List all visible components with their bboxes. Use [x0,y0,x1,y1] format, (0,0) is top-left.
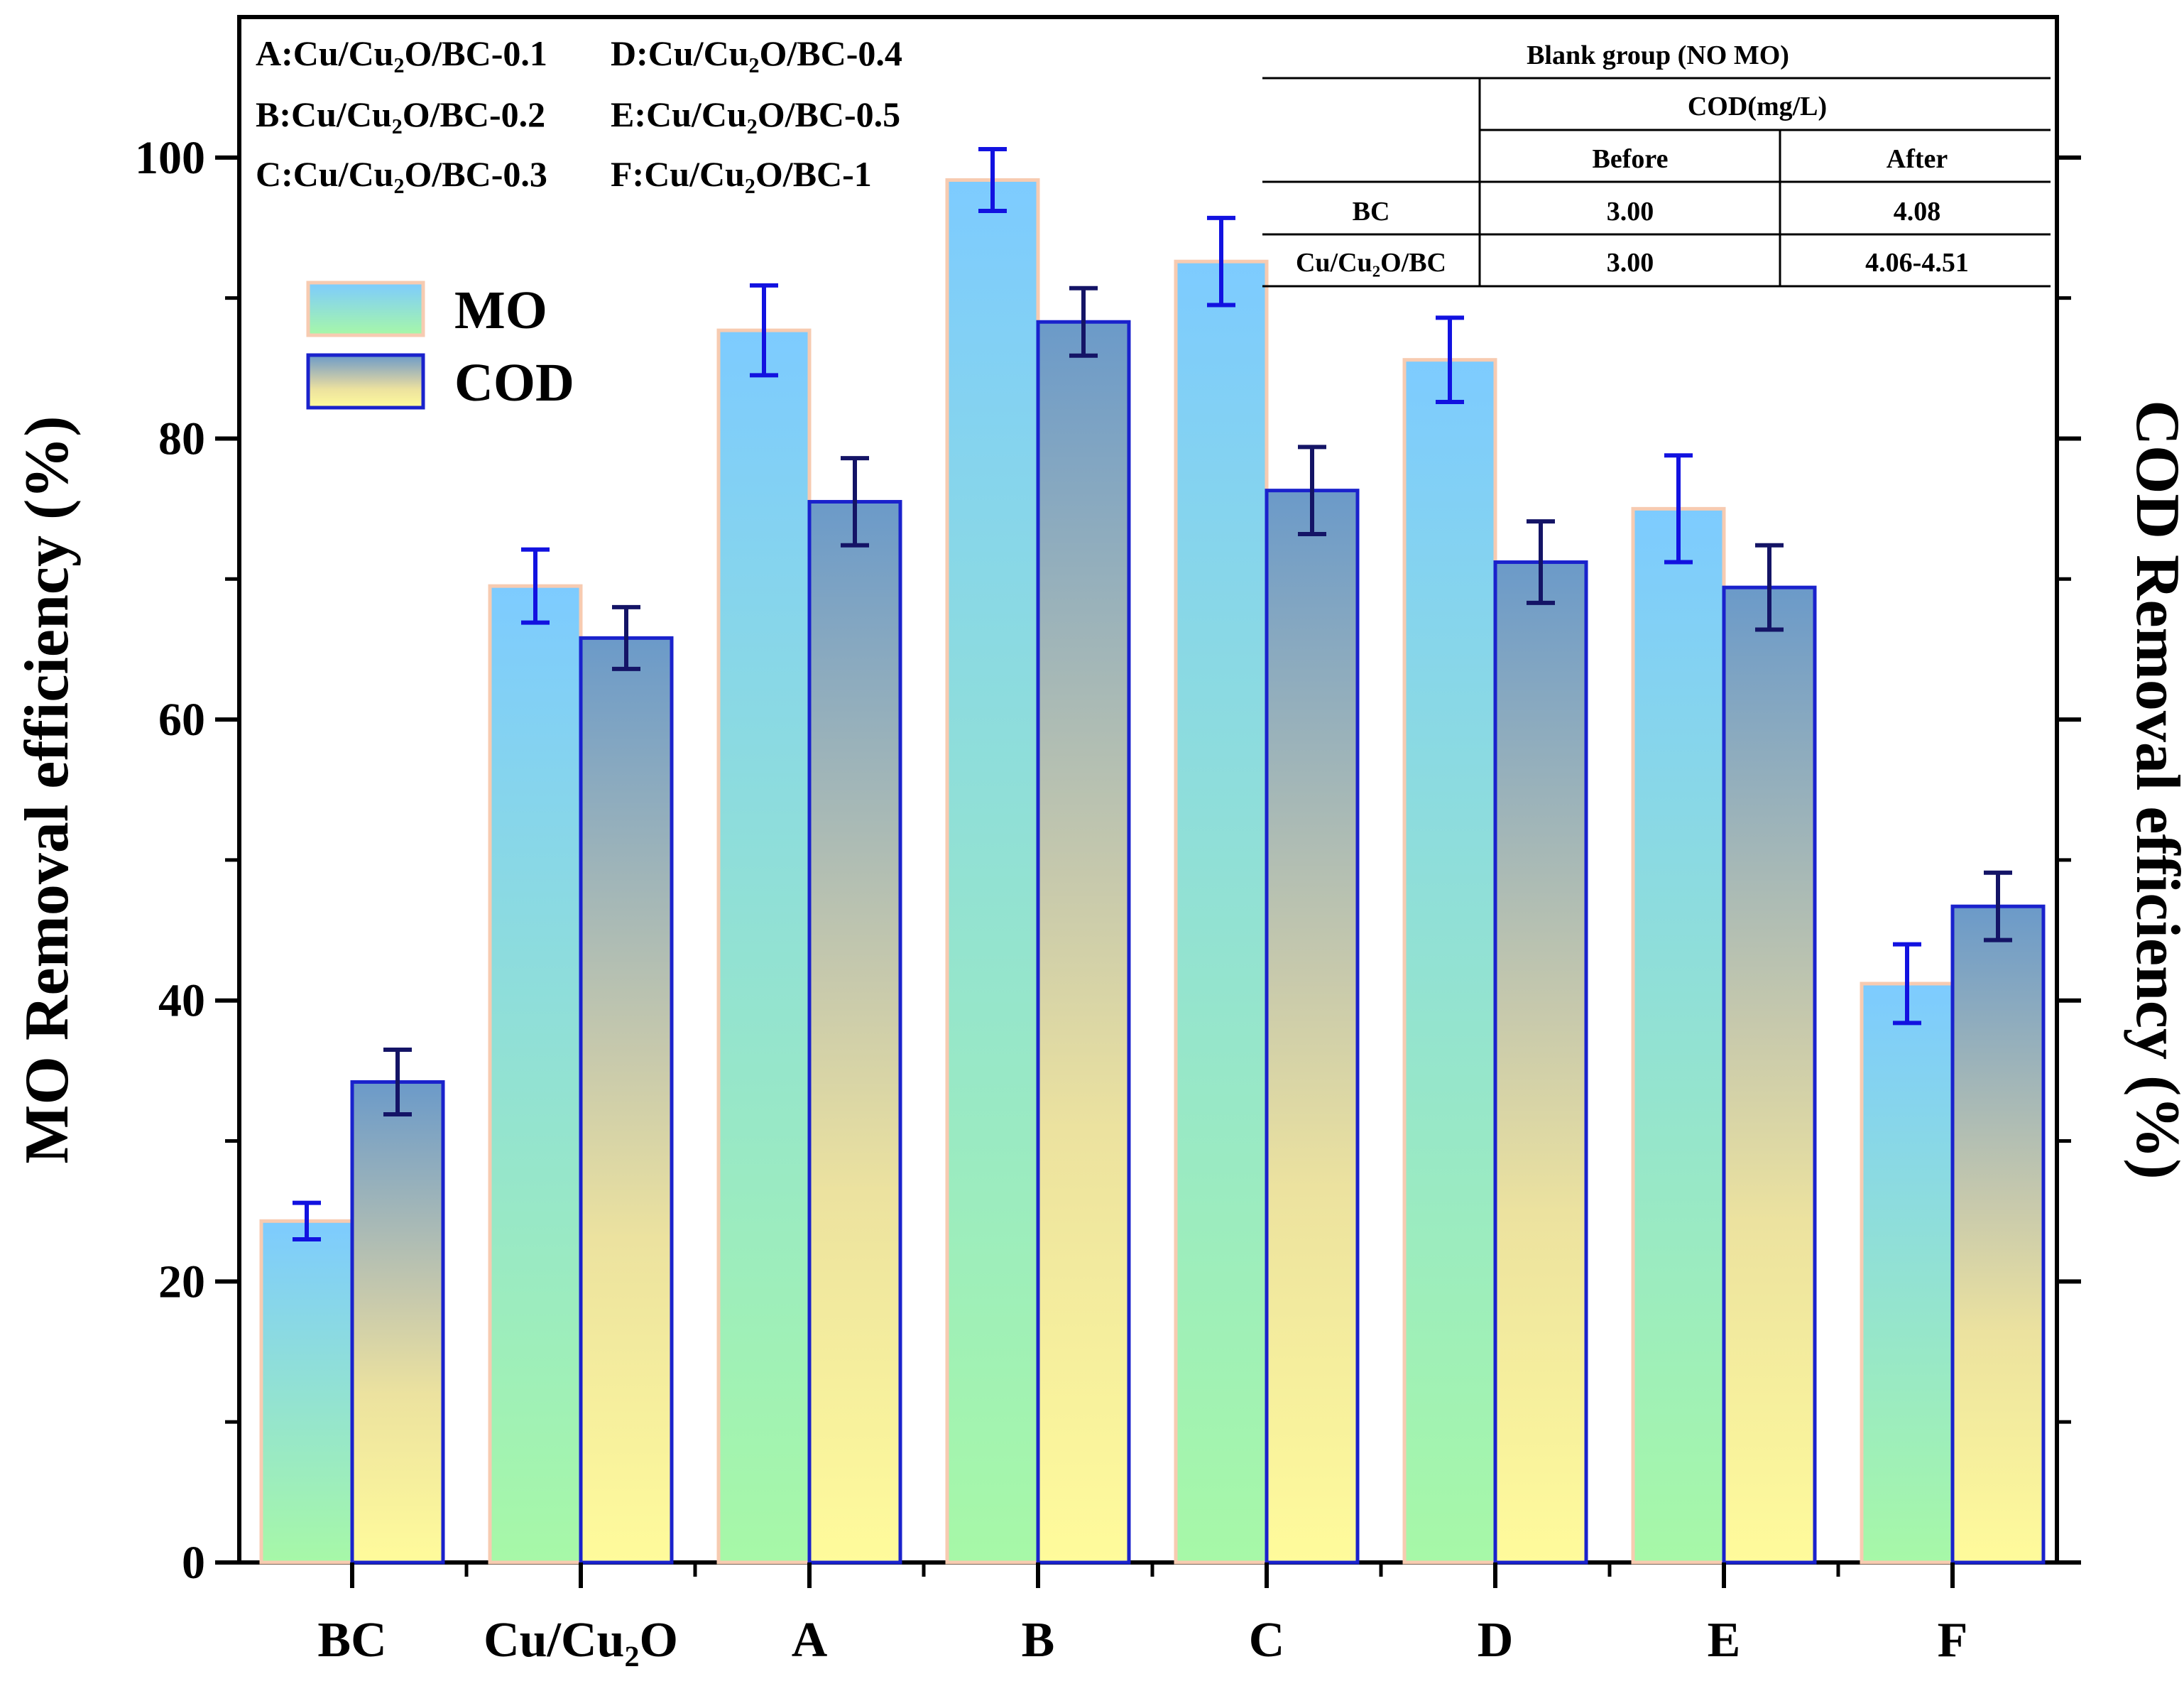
code-label-d: D:Cu/Cu₂O/BC-0.4 [611,33,902,73]
table-title: Blank group (NO MO) [1527,40,1789,70]
bar-mo [716,328,812,1565]
y-axis-title-right: COD Removal efficiency (%) [2123,400,2184,1179]
x-tick-label: A [792,1613,828,1668]
x-tick-label: D [1478,1613,1514,1668]
error-bar-cod [612,604,640,671]
bar-cod [579,636,674,1565]
error-bar-mo [1664,453,1693,565]
bar-mo [1631,506,1726,1565]
bar-mo [1402,358,1497,1565]
legend-label-cod: COD [454,353,574,413]
legend-swatch-cod [306,353,425,410]
bar-cod [807,499,902,1565]
table-group-header: COD(mg/L) [1688,92,1827,121]
table-col-after: After [1887,144,1948,174]
bar-cod [1722,585,1817,1565]
error-bar-mo [1207,215,1235,308]
bar-cod [350,1080,445,1565]
x-tick-label: Cu/Cu₂O [484,1613,678,1668]
plot-frame [237,15,2059,1565]
y-tick-label: 0 [182,1537,205,1589]
table-row-label: Cu/Cu₂O/BC [1296,248,1446,278]
error-bar-mo [1893,942,1921,1026]
legend-swatch-mo [306,281,425,337]
bar-mo [1174,259,1269,1565]
bar-mo [945,178,1040,1565]
sample-code-legend: A:Cu/Cu₂O/BC-0.1 B:Cu/Cu₂O/BC-0.2 C:Cu/C… [256,33,902,194]
error-bar-cod [1984,870,2012,942]
code-label-a: A:Cu/Cu₂O/BC-0.1 [256,33,547,73]
error-bar-mo [978,146,1007,213]
y-tick-label: 20 [158,1256,205,1308]
y-axis-title-left: MO Removal efficiency (%) [13,415,82,1163]
error-bar-cod [841,456,869,548]
code-label-b: B:Cu/Cu₂O/BC-0.2 [256,94,545,134]
bar-mo [488,584,583,1565]
bar-cod [1036,320,1131,1565]
inset-table: Blank group (NO MO) COD(mg/L) Before Aft… [1262,40,2051,288]
bar-mo [259,1219,354,1565]
y-tick-label: 60 [158,694,205,746]
code-label-e: E:Cu/Cu₂O/BC-0.5 [611,94,900,134]
table-cell: 4.08 [1894,197,1941,227]
series-legend: MO COD [306,281,574,413]
bar-cod [1265,489,1360,1565]
error-bar-mo [293,1200,321,1242]
error-bar-mo [750,283,778,378]
table-cell: 3.00 [1607,197,1654,227]
y-tick-label: 40 [158,975,205,1027]
y-tick-label: 80 [158,413,205,464]
x-tick-label: E [1708,1613,1741,1668]
x-tick-label: F [1938,1613,1968,1668]
table-row-label: BC [1353,197,1390,227]
bar-cod [1493,560,1588,1565]
error-bar-cod [383,1047,412,1116]
table-col-before: Before [1593,144,1669,174]
table-cell: 4.06-4.51 [1865,248,1969,278]
error-bar-cod [1527,519,1555,605]
legend-label-mo: MO [454,281,547,340]
bar-mo [1860,982,1955,1565]
error-bar-cod [1755,543,1784,632]
error-bar-cod [1069,286,1098,358]
table-cell: 3.00 [1607,248,1654,278]
x-tick-label: BC [317,1613,386,1668]
code-label-c: C:Cu/Cu₂O/BC-0.3 [256,154,547,194]
error-bar-mo [521,547,550,625]
code-label-f: F:Cu/Cu₂O/BC-1 [611,154,872,194]
bar-cod [1950,904,2046,1565]
y-tick-label: 100 [135,132,205,184]
error-bar-cod [1298,445,1326,536]
x-tick-label: B [1022,1613,1055,1668]
error-bar-mo [1436,315,1464,405]
x-tick-label: C [1249,1613,1285,1668]
